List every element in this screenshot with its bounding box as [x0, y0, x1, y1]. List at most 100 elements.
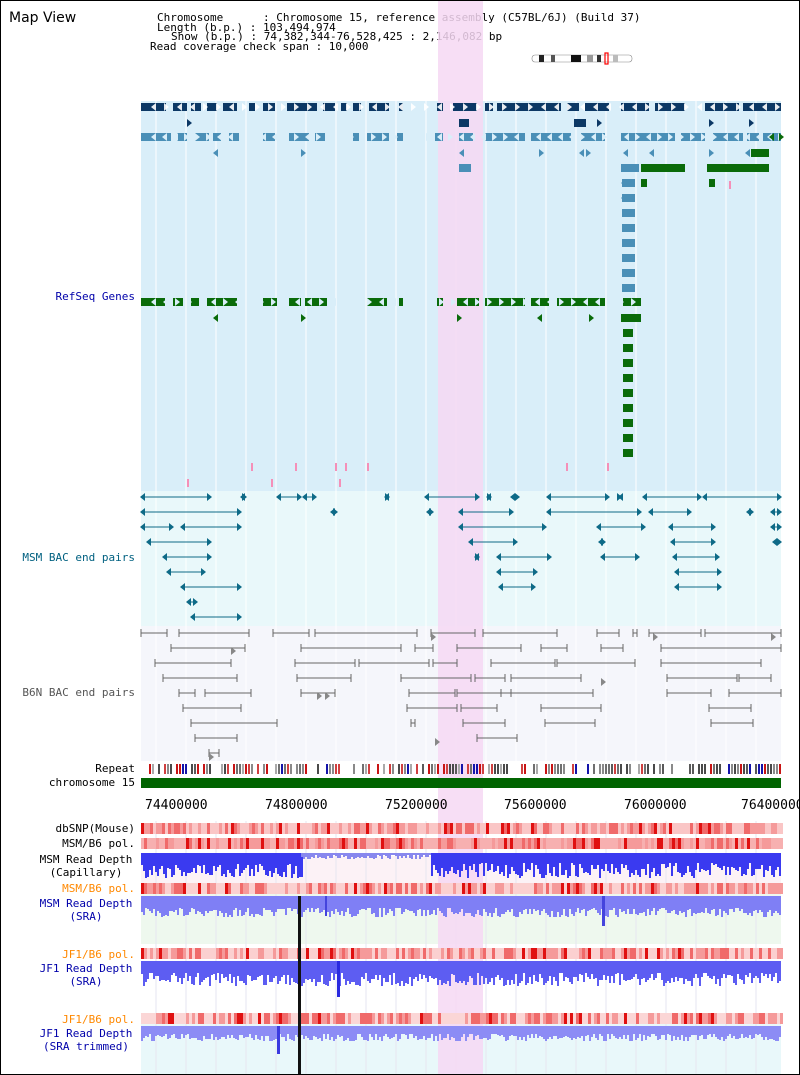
- msm-pol-sra-heat: [585, 883, 588, 894]
- repeat-mark: [641, 764, 643, 774]
- gene-arrow: [242, 103, 247, 111]
- gene-arrow: [448, 133, 453, 141]
- chromosome-ideogram[interactable]: [529, 52, 639, 66]
- msm-depth-cap-bar: [505, 853, 507, 865]
- msm-pol-sra-heat: [360, 883, 363, 894]
- msm-pol-sra-heat: [756, 883, 759, 894]
- jf1-depth-sra-bar: [149, 961, 151, 973]
- dbsnp-heat: [759, 823, 762, 834]
- msm-pol-heat: [339, 838, 342, 849]
- gene-arrow: [769, 133, 774, 141]
- jf1-depth-trim-bar: [491, 1026, 493, 1034]
- gene-arrow: [294, 133, 299, 141]
- msm-depth-cap-bar: [289, 853, 291, 864]
- gene-arrow: [646, 133, 651, 141]
- msm-depth-cap-bar: [477, 853, 479, 877]
- jf1-depth-sra-bar: [405, 961, 407, 983]
- msm-depth-cap-bar: [355, 853, 357, 858]
- msm-pol-heat: [723, 838, 726, 849]
- msm-pol-heat: [438, 838, 441, 849]
- dbsnp-heat: [645, 823, 648, 834]
- msm-depth-sra-bar: [403, 896, 405, 912]
- jf1-pol-trim-heat: [666, 1013, 669, 1024]
- msm-depth-sra-bar: [417, 896, 419, 910]
- jf1-pol-heat: [444, 948, 447, 959]
- bac-end: [458, 523, 463, 531]
- msm-pol-heat: [753, 838, 756, 849]
- jf1-depth-trim-bar: [417, 1026, 419, 1040]
- msm-depth-sra-bar: [355, 896, 357, 916]
- msm-pol-heat: [393, 838, 396, 849]
- jf1-pol-trim-heat: [738, 1013, 741, 1024]
- repeat-mark: [251, 764, 253, 774]
- jf1-pol-trim-heat: [621, 1013, 624, 1024]
- gene-arrow: [710, 103, 715, 111]
- axis-tick-label: 75200000: [385, 798, 448, 813]
- jf1-depth-sra-bar: [731, 961, 733, 976]
- msm-depth-cap-bar: [261, 853, 263, 866]
- repeat-mark: [692, 764, 694, 774]
- gene-block: [249, 103, 255, 111]
- msm-pol-heat: [510, 838, 513, 849]
- msm-pol-heat: [270, 838, 273, 849]
- jf1-depth-trim-bar: [267, 1026, 269, 1036]
- bac-end: [777, 493, 782, 501]
- msm-pol-sra-heat: [324, 883, 327, 894]
- jf1-depth-trim-bar: [467, 1026, 469, 1037]
- repeat-mark: [383, 764, 385, 774]
- jf1-depth-trim-bar: [409, 1026, 411, 1034]
- msm-depth-sra-bar: [495, 896, 497, 908]
- msm-depth-sra-bar: [715, 896, 717, 916]
- msm-pol-heat: [537, 838, 540, 849]
- b6n-bac-label[interactable]: B6N BAC end pairs: [22, 686, 135, 699]
- msm-bac-label[interactable]: MSM BAC end pairs: [22, 551, 135, 564]
- bac-end: [166, 568, 171, 576]
- jf1-depth-sra-bar: [561, 961, 563, 973]
- dbsnp-heat: [324, 823, 327, 834]
- msm-pol-heat: [534, 838, 537, 849]
- jf1-depth-sra-bar: [237, 961, 239, 976]
- msm-depth-cap-bar: [333, 853, 335, 855]
- jf1-pol-trim-heat: [240, 1013, 243, 1024]
- repeat-mark: [329, 764, 331, 774]
- dbsnp-heat: [444, 823, 447, 834]
- jf1-depth-sra-bar: [269, 961, 271, 982]
- gene-arrow: [536, 133, 541, 141]
- jf1-depth-sra-bar: [327, 961, 329, 986]
- jf1-pol-trim-heat: [366, 1013, 369, 1024]
- gene-block: [622, 179, 635, 187]
- dbsnp-heat: [732, 823, 735, 834]
- msm-pol-sra-heat: [579, 883, 582, 894]
- msm-depth-cap-bar: [649, 853, 651, 878]
- msm-depth-cap-bar: [331, 853, 333, 858]
- jf1-depth-sra-bar: [483, 961, 485, 984]
- repeat-mark: [299, 764, 301, 774]
- msm-depth-cap-bar: [431, 853, 433, 876]
- repeat-mark: [563, 764, 565, 774]
- jf1-pol-heat: [450, 948, 453, 959]
- jf1-depth-trim-bar: [397, 1026, 399, 1041]
- msm-pol-sra-heat: [204, 883, 207, 894]
- jf1-pol-trim-heat: [765, 1013, 768, 1024]
- msm-depth-sra-bar: [357, 896, 359, 914]
- msm-depth-sra-bar: [315, 896, 317, 909]
- jf1-depth-sra-bar: [573, 961, 575, 977]
- refseq-genes-label[interactable]: RefSeq Genes: [55, 290, 135, 303]
- msm-depth-sra-bar: [617, 896, 619, 917]
- jf1-depth-trim-bar: [343, 1026, 345, 1041]
- jf1-depth-sra-bar: [399, 961, 401, 986]
- msm-pol-sra-heat: [750, 883, 753, 894]
- dbsnp-heat: [630, 823, 633, 834]
- msm-depth-sra-bar: [273, 896, 275, 916]
- jf1-pol-trim-heat: [393, 1013, 396, 1024]
- repeat-mark: [506, 764, 508, 774]
- msm-depth-sra-bar: [363, 896, 365, 909]
- msm-depth-sra-bar: [321, 896, 323, 912]
- repeat-mark: [365, 764, 367, 774]
- msm-pol-heat: [759, 838, 762, 849]
- jf1-depth-trim-bar: [531, 1026, 533, 1034]
- msm-pol-sra-heat: [639, 883, 642, 894]
- jf1-depth-sra-bar: [209, 961, 211, 986]
- msm-pol-sra-heat: [654, 883, 657, 894]
